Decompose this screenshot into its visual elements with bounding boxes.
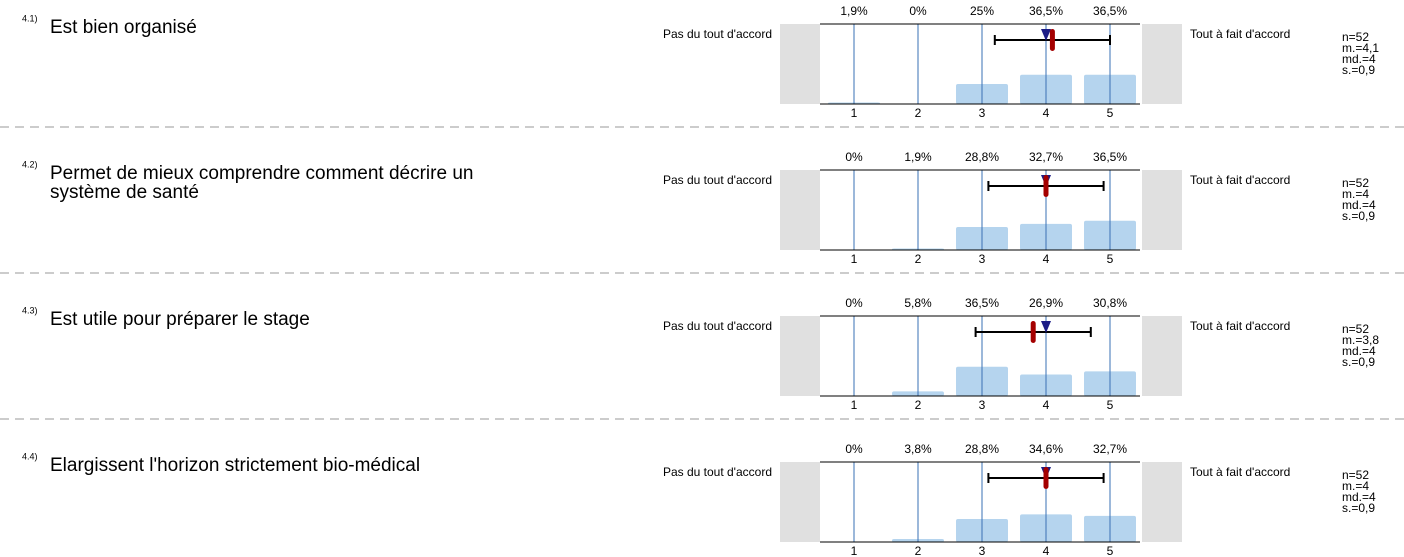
question-number: 4.4) bbox=[22, 451, 38, 461]
value-label: 36,5% bbox=[965, 296, 999, 310]
stat-label: n=52 bbox=[1342, 176, 1369, 190]
category-label: 5 bbox=[1107, 106, 1114, 120]
value-label: 30,8% bbox=[1093, 296, 1127, 310]
left-label: Pas du tout d'accord bbox=[663, 319, 772, 333]
gray-box bbox=[780, 170, 820, 250]
value-label: 5,8% bbox=[904, 296, 932, 310]
stat-label: md.=4 bbox=[1342, 52, 1376, 66]
category-label: 2 bbox=[915, 544, 922, 557]
value-label: 0% bbox=[845, 296, 863, 310]
category-label: 1 bbox=[851, 544, 858, 557]
stat-label: md.=4 bbox=[1342, 198, 1376, 212]
value-label: 0% bbox=[845, 442, 863, 456]
stat-label: m.=3,8 bbox=[1342, 333, 1379, 347]
stat-label: n=52 bbox=[1342, 30, 1369, 44]
stat-label: md.=4 bbox=[1342, 490, 1376, 504]
gray-box bbox=[780, 24, 820, 104]
question-title: Elargissent l'horizon strictement bio-mé… bbox=[50, 455, 420, 476]
gray-box bbox=[1142, 24, 1182, 104]
right-label: Tout à fait d'accord bbox=[1190, 465, 1290, 479]
category-label: 5 bbox=[1107, 398, 1114, 412]
category-label: 3 bbox=[979, 252, 986, 266]
category-label: 4 bbox=[1043, 544, 1050, 557]
category-label: 2 bbox=[915, 106, 922, 120]
value-label: 28,8% bbox=[965, 150, 999, 164]
left-label: Pas du tout d'accord bbox=[663, 173, 772, 187]
question-number: 4.2) bbox=[22, 159, 38, 169]
stat-label: md.=4 bbox=[1342, 344, 1376, 358]
category-label: 3 bbox=[979, 106, 986, 120]
value-label: 36,5% bbox=[1093, 150, 1127, 164]
category-label: 3 bbox=[979, 398, 986, 412]
stat-label: s.=0,9 bbox=[1342, 501, 1375, 515]
value-label: 0% bbox=[909, 4, 927, 18]
category-label: 5 bbox=[1107, 252, 1114, 266]
gray-box bbox=[1142, 316, 1182, 396]
mean-marker bbox=[1043, 467, 1049, 489]
value-label: 32,7% bbox=[1093, 442, 1127, 456]
value-label: 3,8% bbox=[904, 442, 932, 456]
value-label: 1,9% bbox=[840, 4, 868, 18]
category-label: 1 bbox=[851, 252, 858, 266]
value-label: 28,8% bbox=[965, 442, 999, 456]
gray-box bbox=[1142, 462, 1182, 542]
question-title: Est utile pour préparer le stage bbox=[50, 309, 310, 330]
mean-marker bbox=[1043, 175, 1049, 197]
category-label: 5 bbox=[1107, 544, 1114, 557]
category-label: 4 bbox=[1043, 106, 1050, 120]
mean-marker bbox=[1030, 321, 1036, 343]
median-marker bbox=[1041, 321, 1051, 333]
median-marker bbox=[1041, 29, 1051, 41]
left-label: Pas du tout d'accord bbox=[663, 27, 772, 41]
category-label: 4 bbox=[1043, 252, 1050, 266]
value-label: 36,5% bbox=[1029, 4, 1063, 18]
value-label: 36,5% bbox=[1093, 4, 1127, 18]
value-label: 0% bbox=[845, 150, 863, 164]
category-label: 2 bbox=[915, 398, 922, 412]
question-title: système de santé bbox=[50, 182, 199, 203]
question-number: 4.1) bbox=[22, 13, 38, 23]
gray-box bbox=[780, 316, 820, 396]
stat-label: m.=4 bbox=[1342, 479, 1369, 493]
value-label: 34,6% bbox=[1029, 442, 1063, 456]
value-label: 1,9% bbox=[904, 150, 932, 164]
category-label: 2 bbox=[915, 252, 922, 266]
stat-label: n=52 bbox=[1342, 322, 1369, 336]
gray-box bbox=[780, 462, 820, 542]
question-title: Permet de mieux comprendre comment décri… bbox=[50, 163, 473, 184]
category-label: 1 bbox=[851, 398, 858, 412]
stat-label: s.=0,9 bbox=[1342, 355, 1375, 369]
question-title: Est bien organisé bbox=[50, 17, 197, 38]
value-label: 32,7% bbox=[1029, 150, 1063, 164]
stat-label: n=52 bbox=[1342, 468, 1369, 482]
stat-label: m.=4 bbox=[1342, 187, 1369, 201]
mean-marker bbox=[1049, 29, 1055, 51]
stat-label: s.=0,9 bbox=[1342, 63, 1375, 77]
stat-label: s.=0,9 bbox=[1342, 209, 1375, 223]
gray-box bbox=[1142, 170, 1182, 250]
right-label: Tout à fait d'accord bbox=[1190, 173, 1290, 187]
left-label: Pas du tout d'accord bbox=[663, 465, 772, 479]
right-label: Tout à fait d'accord bbox=[1190, 319, 1290, 333]
category-label: 3 bbox=[979, 544, 986, 557]
right-label: Tout à fait d'accord bbox=[1190, 27, 1290, 41]
category-label: 4 bbox=[1043, 398, 1050, 412]
value-label: 25% bbox=[970, 4, 994, 18]
category-label: 1 bbox=[851, 106, 858, 120]
question-number: 4.3) bbox=[22, 305, 38, 315]
stat-label: m.=4,1 bbox=[1342, 41, 1379, 55]
value-label: 26,9% bbox=[1029, 296, 1063, 310]
